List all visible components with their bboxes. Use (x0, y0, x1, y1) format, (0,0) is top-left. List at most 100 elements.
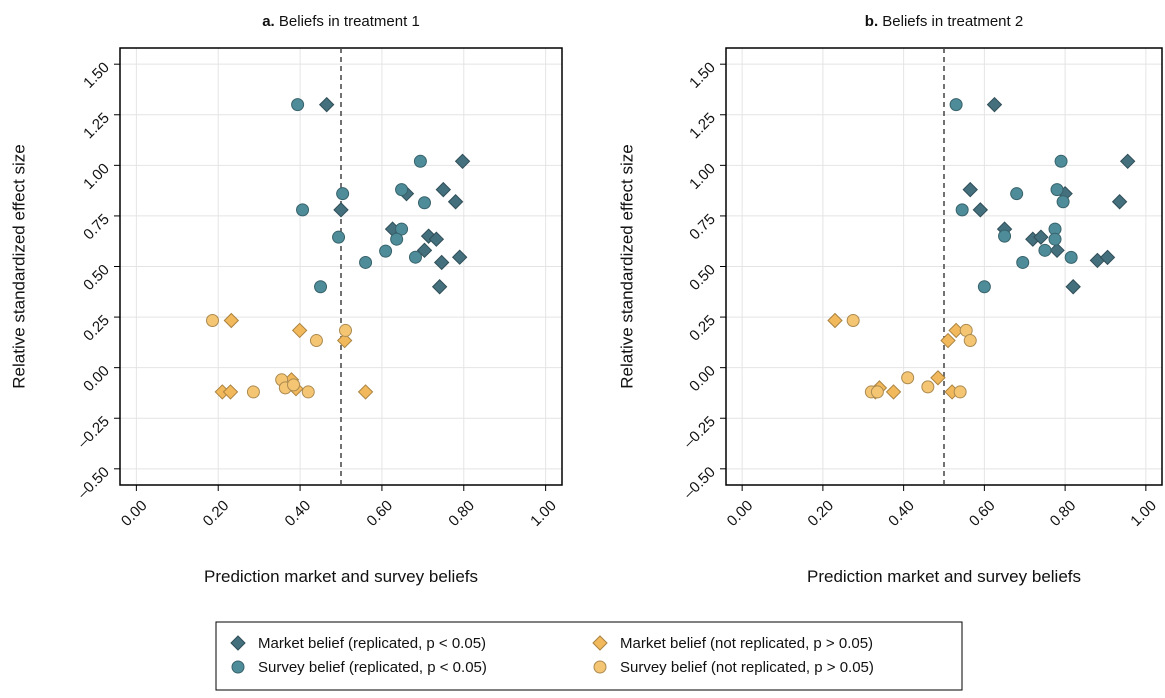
y-tick-label: 0.50 (80, 261, 113, 294)
y-tick-label: –0.25 (680, 413, 719, 452)
diamond-marker (454, 153, 471, 170)
y-tick-label: 1.00 (686, 160, 719, 193)
diamond-marker (930, 370, 946, 386)
diamond-marker (592, 635, 608, 651)
y-tick-label: 0.25 (686, 312, 719, 345)
diamond-marker (1119, 153, 1136, 170)
circle-marker (977, 280, 991, 294)
y-axis-label: Relative standardized effect size (617, 144, 636, 388)
circle-marker (1010, 187, 1024, 201)
circle-marker (1054, 154, 1068, 168)
circle-marker (901, 371, 915, 385)
legend-label: Market belief (not replicated, p > 0.05) (620, 635, 873, 652)
y-tick-label: 0.25 (80, 312, 113, 345)
diamond-marker (336, 332, 353, 349)
circle-marker (870, 385, 884, 399)
x-tick-label: 0.40 (885, 497, 918, 530)
circle-marker (413, 154, 427, 168)
circle-marker (395, 183, 409, 197)
diamond-marker (1065, 279, 1081, 295)
y-tick-label: 0.00 (686, 362, 719, 395)
circle-marker (339, 323, 353, 337)
diamond-marker (827, 312, 843, 329)
x-tick-label: 0.00 (724, 497, 757, 530)
diamond-marker (435, 181, 452, 198)
circle-marker (332, 230, 346, 244)
circle-marker (246, 385, 260, 399)
diamond-marker (451, 249, 468, 265)
y-tick-label: 1.50 (80, 59, 113, 92)
circle-marker (379, 244, 393, 258)
x-tick-label: 0.60 (363, 497, 396, 530)
circle-marker (1050, 183, 1064, 197)
y-tick-label: 1.25 (80, 110, 113, 143)
circle-marker (955, 203, 969, 217)
circle-marker (301, 385, 315, 399)
diamond-marker (357, 384, 374, 400)
diamond-marker (223, 312, 240, 329)
circle-marker (1016, 255, 1030, 269)
circle-marker (593, 660, 607, 674)
circle-marker (963, 334, 977, 348)
circle-marker (205, 314, 219, 328)
y-tick-label: 1.50 (686, 59, 719, 92)
circle-marker (1038, 243, 1052, 257)
circle-marker (287, 378, 301, 392)
x-tick-label: 0.20 (200, 497, 233, 530)
y-tick-label: 0.75 (686, 211, 719, 244)
circle-marker (291, 98, 305, 112)
circle-marker (949, 98, 963, 112)
y-tick-label: 1.25 (686, 110, 719, 143)
diamond-marker (230, 635, 246, 651)
y-tick-label: 1.00 (80, 160, 113, 193)
x-tick-label: 0.80 (1047, 497, 1080, 530)
diamond-marker (447, 194, 464, 210)
diamond-marker (885, 384, 902, 400)
circle-marker (1064, 250, 1078, 264)
circle-marker (998, 229, 1012, 243)
diamond-marker (972, 202, 989, 218)
diamond-marker (1099, 249, 1116, 266)
circle-marker (359, 255, 373, 269)
diamond-marker (940, 332, 956, 349)
circle-marker (231, 660, 245, 674)
y-tick-label: –0.25 (74, 413, 113, 452)
legend-label: Survey belief (replicated, p < 0.05) (258, 659, 487, 676)
legend-box (215, 621, 963, 691)
panel-letter: a. (262, 13, 275, 30)
diamond-marker (431, 279, 448, 295)
circle-marker (921, 380, 935, 394)
diamond-marker (962, 181, 978, 198)
circle-marker (296, 203, 310, 217)
panel-title: b. Beliefs in treatment 2 (865, 13, 1023, 30)
x-axis-label: Prediction market and survey beliefs (807, 567, 1081, 586)
circle-marker (1056, 195, 1070, 209)
circle-marker (309, 334, 323, 348)
y-tick-label: –0.50 (74, 464, 113, 503)
y-tick-label: 0.75 (80, 211, 113, 244)
circle-marker (336, 187, 350, 201)
x-tick-label: 1.00 (1127, 497, 1160, 530)
legend-label: Survey belief (not replicated, p > 0.05) (620, 659, 874, 676)
panel-letter: b. (865, 13, 878, 30)
diamond-marker (1049, 242, 1065, 259)
x-tick-label: 0.00 (118, 497, 151, 530)
x-tick-label: 0.40 (282, 497, 315, 530)
title-text: Beliefs in treatment 2 (882, 13, 1023, 30)
circle-marker (953, 385, 967, 399)
diamond-marker (291, 322, 308, 339)
diamond-marker (222, 384, 239, 400)
diamond-marker (986, 96, 1003, 113)
x-tick-label: 0.60 (966, 497, 999, 530)
diamond-marker (1033, 229, 1049, 245)
circle-marker (390, 232, 404, 246)
y-tick-label: –0.50 (680, 464, 719, 503)
circle-marker (1048, 232, 1062, 246)
diamond-marker (318, 96, 335, 113)
x-axis-label: Prediction market and survey beliefs (204, 567, 478, 586)
x-tick-label: 0.80 (445, 497, 478, 530)
x-tick-label: 0.20 (804, 497, 837, 530)
circle-marker (314, 280, 328, 294)
panel-title: a. Beliefs in treatment 1 (262, 13, 420, 30)
